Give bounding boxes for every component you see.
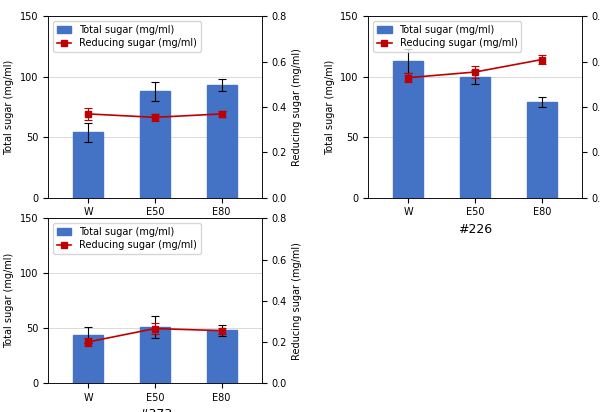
Bar [527, 102, 557, 198]
Bar [73, 335, 103, 383]
Bar [460, 77, 490, 198]
Bar [394, 61, 424, 198]
Y-axis label: Total sugar (mg/ml): Total sugar (mg/ml) [4, 59, 14, 155]
Y-axis label: Reducing sugar (mg/ml): Reducing sugar (mg/ml) [292, 48, 302, 166]
Y-axis label: Total sugar (mg/ml): Total sugar (mg/ml) [325, 59, 335, 155]
Legend: Total sugar (mg/ml), Reducing sugar (mg/ml): Total sugar (mg/ml), Reducing sugar (mg/… [53, 21, 201, 52]
Bar [140, 91, 170, 198]
X-axis label: #373: #373 [137, 408, 172, 412]
Y-axis label: Total sugar (mg/ml): Total sugar (mg/ml) [4, 253, 14, 349]
Y-axis label: Reducing sugar (mg/ml): Reducing sugar (mg/ml) [292, 242, 302, 360]
Legend: Total sugar (mg/ml), Reducing sugar (mg/ml): Total sugar (mg/ml), Reducing sugar (mg/… [53, 223, 201, 254]
Legend: Total sugar (mg/ml), Reducing sugar (mg/ml): Total sugar (mg/ml), Reducing sugar (mg/… [373, 21, 521, 52]
Bar [206, 85, 236, 198]
X-axis label: #028: #028 [137, 223, 172, 236]
Bar [206, 330, 236, 383]
X-axis label: #226: #226 [458, 223, 492, 236]
Bar [73, 133, 103, 198]
Bar [140, 327, 170, 383]
